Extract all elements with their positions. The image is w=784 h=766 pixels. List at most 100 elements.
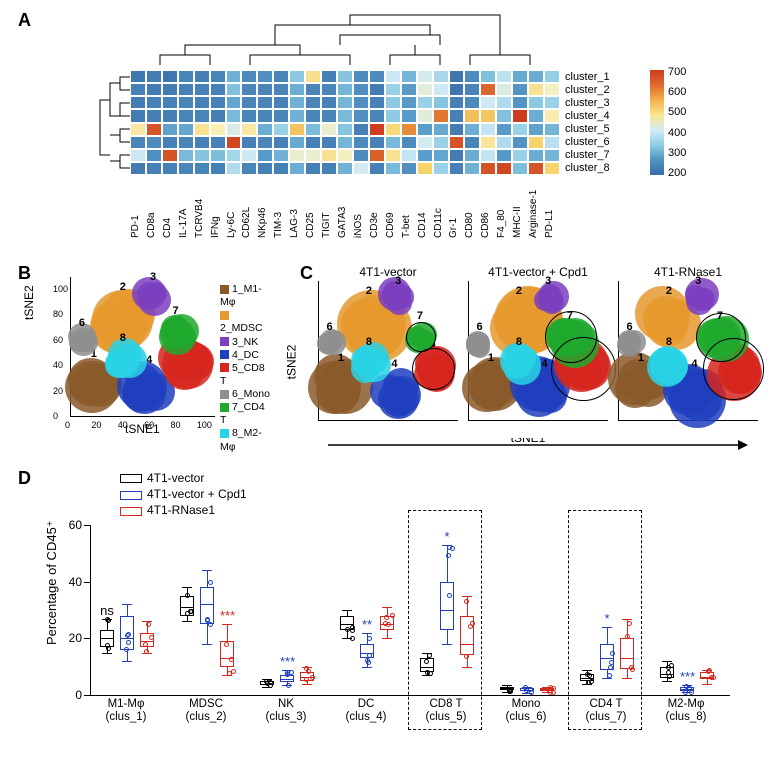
- legend-item: 7_CD4 T: [220, 401, 270, 427]
- col-label: CD69: [385, 178, 401, 238]
- legend-item: 8_M2-Mφ: [220, 427, 270, 453]
- heatmap-cell: [496, 83, 512, 96]
- heatmap-cell: [417, 70, 433, 83]
- heatmap-cell: [273, 149, 289, 162]
- heatmap-cell: [401, 136, 417, 149]
- heatmap-cell: [321, 162, 337, 175]
- heatmap-cell: [194, 123, 210, 136]
- heatmap-cell: [496, 123, 512, 136]
- heatmap-cell: [512, 162, 528, 175]
- heatmap-cell: [480, 136, 496, 149]
- heatmap-cell: [210, 96, 226, 109]
- heatmap-cell: [226, 109, 242, 122]
- heatmap-cell: [337, 136, 353, 149]
- heatmap-cell: [130, 70, 146, 83]
- heatmap-cell: [417, 109, 433, 122]
- heatmap-cell: [464, 149, 480, 162]
- legend-item: 2_MDSC: [220, 309, 270, 335]
- heatmap-cell: [210, 109, 226, 122]
- heatmap-cell: [241, 70, 257, 83]
- heatmap-cell: [480, 149, 496, 162]
- col-label: CD25: [305, 178, 321, 238]
- col-label: NKp46: [257, 178, 273, 238]
- heatmap-cell: [305, 149, 321, 162]
- heatmap-cell: [512, 96, 528, 109]
- heatmap-cell: [449, 162, 465, 175]
- heatmap-cell: [417, 149, 433, 162]
- heatmap-cell: [401, 123, 417, 136]
- heatmap-cell: [130, 96, 146, 109]
- x-category: NK(clus_3): [250, 698, 322, 724]
- heatmap-cell: [337, 83, 353, 96]
- heatmap-cell: [464, 109, 480, 122]
- heatmap-cell: [401, 96, 417, 109]
- heatmap-cell: [337, 109, 353, 122]
- heatmap-cell: [146, 136, 162, 149]
- heatmap-cell: [528, 136, 544, 149]
- col-label: TIGIT: [321, 178, 337, 238]
- heatmap-cell: [385, 123, 401, 136]
- heatmap-cell: [321, 96, 337, 109]
- heatmap-cell: [178, 136, 194, 149]
- heatmap-cell: [337, 162, 353, 175]
- heatmap-cell: [369, 109, 385, 122]
- heatmap-col-labels: PD-1CD8aCD4IL-17ATCRVB4IFNgLy-6CCD62LNKp…: [130, 178, 560, 238]
- col-label: CD62L: [241, 178, 257, 238]
- heatmap-cell: [544, 123, 560, 136]
- colorbar-tick: 700: [668, 66, 686, 78]
- box-group: ns: [90, 525, 170, 695]
- heatmap-cell: [369, 149, 385, 162]
- heatmap-cell: [194, 83, 210, 96]
- heatmap-cell: [273, 123, 289, 136]
- heatmap-cell: [512, 70, 528, 83]
- col-label: IFNg: [210, 178, 226, 238]
- heatmap-cell: [273, 136, 289, 149]
- heatmap-cell: [433, 149, 449, 162]
- panel-B: tSNE2 12345678002020404060608080100100 t…: [40, 265, 270, 440]
- heatmap-cell: [305, 162, 321, 175]
- heatmap-cell: [162, 123, 178, 136]
- heatmap-cell: [162, 83, 178, 96]
- heatmap-cell: [496, 96, 512, 109]
- row-label: cluster_1: [565, 71, 610, 83]
- heatmap-cell: [337, 123, 353, 136]
- heatmap-cell: [417, 162, 433, 175]
- heatmap-row-labels: cluster_1cluster_2cluster_3cluster_4clus…: [565, 70, 610, 175]
- col-label: IL-17A: [178, 178, 194, 238]
- heatmap-cell: [544, 109, 560, 122]
- heatmap-cell: [417, 96, 433, 109]
- heatmap-cell: [449, 109, 465, 122]
- heatmap-cell: [449, 96, 465, 109]
- heatmap-cell: [162, 162, 178, 175]
- legend-item: 6_Mono: [220, 388, 270, 401]
- col-label: TCRVB4: [194, 178, 210, 238]
- heatmap-cell: [130, 149, 146, 162]
- heatmap-cell: [353, 70, 369, 83]
- tsne-ylabel: tSNE2: [22, 285, 36, 320]
- heatmap-cell: [353, 136, 369, 149]
- heatmap-cell: [241, 149, 257, 162]
- row-label: cluster_2: [565, 84, 610, 96]
- col-label: Gr-1: [448, 178, 464, 238]
- heatmap-cell: [273, 162, 289, 175]
- tsne-ylabel-c: tSNE2: [284, 345, 298, 380]
- heatmap-cell: [369, 162, 385, 175]
- heatmap-cell: [289, 123, 305, 136]
- heatmap-cell: [305, 96, 321, 109]
- heatmap-cell: [496, 70, 512, 83]
- heatmap-cell: [544, 149, 560, 162]
- heatmap-cell: [146, 96, 162, 109]
- tsne-title: 4T1-RNase1: [618, 265, 758, 279]
- heatmap-cell: [257, 96, 273, 109]
- col-label: PD-L1: [544, 178, 560, 238]
- heatmap-cell: [210, 70, 226, 83]
- heatmap-cell: [353, 83, 369, 96]
- cluster-legend: 1_M1-Mφ2_MDSC3_NK4_DC5_CD8 T6_Mono7_CD4 …: [220, 283, 270, 454]
- panel-C: tSNE2 4T1-vector123456784T1-vector + Cpd…: [300, 265, 770, 440]
- heatmap-cell: [257, 109, 273, 122]
- box-group: **: [330, 525, 410, 695]
- heatmap-cell: [433, 83, 449, 96]
- heatmap-cell: [480, 96, 496, 109]
- heatmap-cell: [480, 109, 496, 122]
- heatmap-cell: [449, 83, 465, 96]
